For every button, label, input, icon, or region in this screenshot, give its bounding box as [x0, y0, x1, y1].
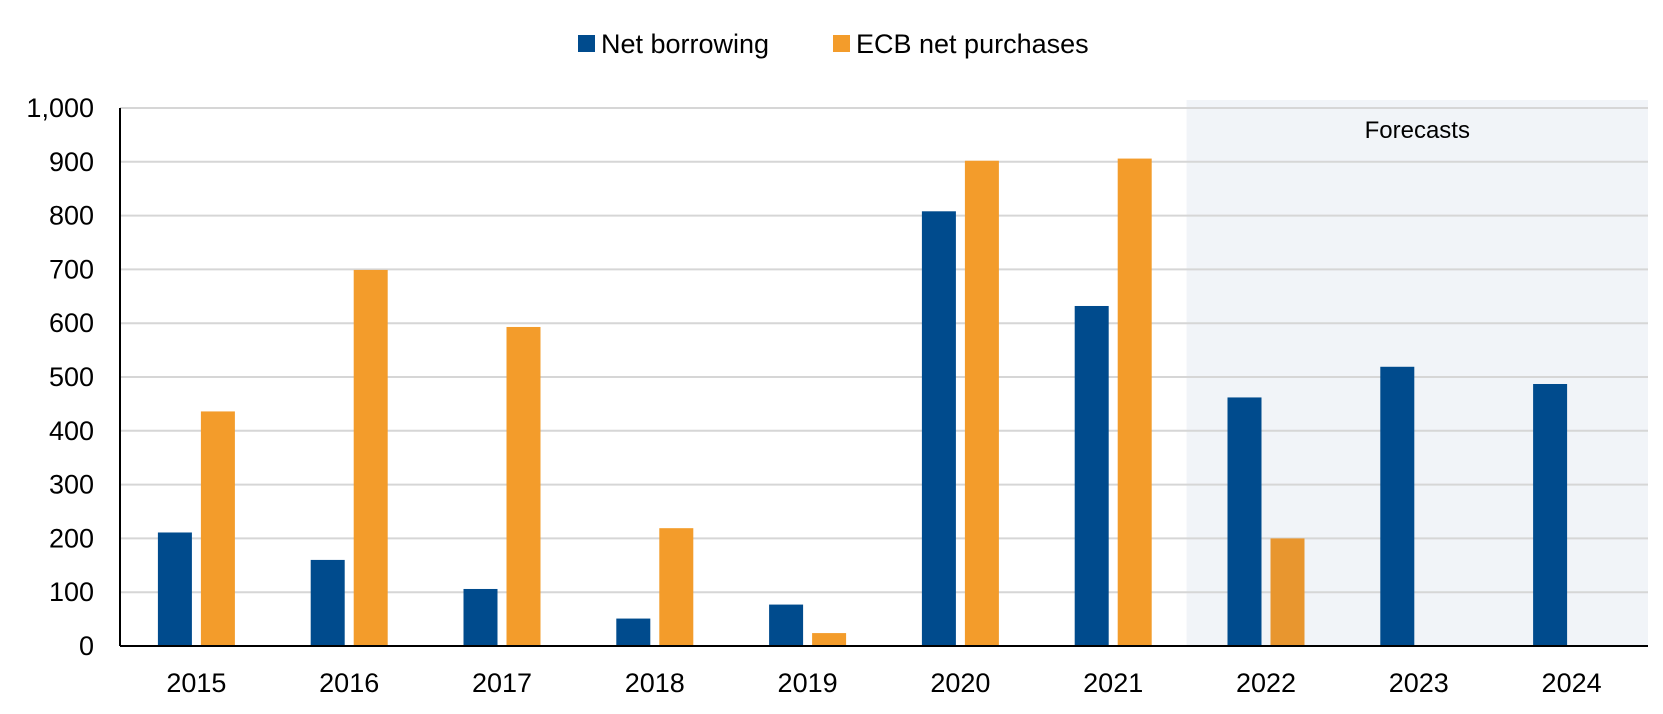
tick-labels: 0 100 200 300 400 500 600 700 800 900 1,000 2015 201… [26, 93, 1601, 698]
bar-ecb-net-purchases-2019 [812, 633, 847, 646]
bar-ecb-net-purchases-2018 [659, 528, 694, 646]
forecast-label: Forecasts [1365, 117, 1470, 144]
y-tick-label: 700 [49, 254, 94, 284]
bar-net-borrowing-2017 [463, 588, 498, 646]
x-tick-label: 2015 [166, 668, 226, 698]
legend-swatch-net-borrowing [578, 35, 595, 52]
x-tick-label: 2021 [1083, 668, 1143, 698]
y-tick-label: 500 [49, 362, 94, 392]
bar-ecb-net-purchases-2021 [1117, 158, 1152, 646]
bar-net-borrowing-2016 [310, 559, 345, 646]
forecast-region: Forecasts [1186, 100, 1648, 646]
bar-ecb-net-purchases-2015 [200, 411, 235, 646]
legend-swatch-ecb-net-purchases [833, 35, 850, 52]
y-tick-label: 600 [49, 308, 94, 338]
x-tick-label: 2024 [1542, 668, 1602, 698]
legend-label-ecb-net-purchases: ECB net purchases [856, 29, 1089, 59]
bar-ecb-net-purchases-2020 [964, 160, 999, 646]
x-tick-label: 2017 [472, 668, 532, 698]
bars [157, 158, 1568, 646]
forecast-region-background [1186, 100, 1648, 646]
y-tick-label: 400 [49, 416, 94, 446]
chart-legend: Net borrowing ECB net purchases [578, 29, 1089, 59]
bar-net-borrowing-2015 [157, 532, 192, 646]
x-tick-label: 2022 [1236, 668, 1296, 698]
x-tick-label: 2023 [1389, 668, 1449, 698]
bar-net-borrowing-2018 [616, 618, 651, 646]
bar-net-borrowing-2021 [1074, 305, 1109, 646]
bar-net-borrowing-2022 [1227, 397, 1262, 646]
bar-net-borrowing-2019 [769, 604, 804, 646]
y-tick-label: 100 [49, 577, 94, 607]
y-tick-label: 900 [49, 147, 94, 177]
legend-label-net-borrowing: Net borrowing [601, 29, 769, 59]
y-tick-label: 200 [49, 523, 94, 553]
bar-ecb-net-purchases-2017 [506, 326, 541, 646]
x-tick-label: 2016 [319, 668, 379, 698]
x-tick-label: 2018 [625, 668, 685, 698]
bar-net-borrowing-2020 [921, 211, 956, 646]
bar-ecb-net-purchases-2016 [353, 269, 388, 646]
y-tick-label: 0 [79, 631, 94, 661]
x-tick-label: 2019 [778, 668, 838, 698]
bar-ecb-net-purchases-2022 [1270, 538, 1305, 646]
bar-net-borrowing-2023 [1380, 366, 1415, 646]
bar-net-borrowing-2024 [1533, 383, 1568, 646]
y-tick-label: 1,000 [26, 93, 94, 123]
axes [119, 108, 1648, 647]
y-tick-label: 800 [49, 201, 94, 231]
x-tick-label: 2020 [930, 668, 990, 698]
y-tick-label: 300 [49, 470, 94, 500]
